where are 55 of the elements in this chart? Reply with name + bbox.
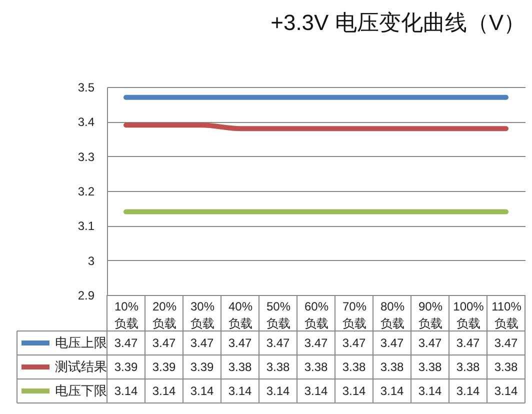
x-tick-label: 60% 负载 xyxy=(304,300,329,330)
data-label: 3.38 xyxy=(304,360,328,374)
data-label: 3.47 xyxy=(380,336,404,350)
data-label: 3.14 xyxy=(418,384,442,398)
x-tick-label: 70% 负载 xyxy=(342,300,367,330)
data-label: 3.47 xyxy=(266,336,290,350)
x-tick-label: 10% 负载 xyxy=(114,300,139,330)
legend-label: 电压下限 xyxy=(55,383,107,398)
data-label: 3.14 xyxy=(456,384,480,398)
legend-label: 电压上限 xyxy=(55,335,107,350)
data-label: 3.47 xyxy=(304,336,328,350)
x-tick-label: 100% 负载 xyxy=(453,300,484,330)
y-tick-label: 3.4 xyxy=(78,115,95,130)
data-label: 3.47 xyxy=(228,336,252,350)
data-label: 3.38 xyxy=(418,360,442,374)
data-label: 3.14 xyxy=(190,384,214,398)
data-label: 3.38 xyxy=(228,360,252,374)
y-tick-label: 3 xyxy=(88,254,95,268)
y-tick-label: 2.9 xyxy=(78,288,95,302)
data-label: 3.14 xyxy=(266,384,290,398)
x-tick-label: 110% 负载 xyxy=(492,300,522,330)
data-label: 3.38 xyxy=(494,360,518,374)
x-tick-label: 80% 负载 xyxy=(380,300,405,330)
y-tick-label: 3.5 xyxy=(78,80,95,94)
data-label: 3.14 xyxy=(228,384,252,398)
data-label: 3.39 xyxy=(190,360,214,374)
y-tick-label: 3.3 xyxy=(78,150,95,164)
x-tick-label: 50% 负载 xyxy=(266,300,291,330)
data-label: 3.39 xyxy=(114,360,138,374)
data-label: 3.14 xyxy=(152,384,176,398)
chart-title: +3.3V 电压变化曲线（V） xyxy=(270,10,526,35)
x-tick-label: 90% 负载 xyxy=(418,300,443,330)
data-label: 3.38 xyxy=(456,360,480,374)
data-label: 3.47 xyxy=(152,336,176,350)
data-label: 3.14 xyxy=(304,384,328,398)
data-label: 3.47 xyxy=(342,336,366,350)
data-label: 3.39 xyxy=(152,360,176,374)
data-label: 3.47 xyxy=(494,336,518,350)
data-label: 3.14 xyxy=(380,384,404,398)
data-label: 3.14 xyxy=(494,384,518,398)
y-tick-label: 3.2 xyxy=(78,184,95,198)
x-tick-label: 20% 负载 xyxy=(152,300,177,330)
data-label: 3.14 xyxy=(342,384,366,398)
data-label: 3.47 xyxy=(418,336,442,350)
x-tick-label: 30% 负载 xyxy=(190,300,215,330)
data-label: 3.47 xyxy=(114,336,138,350)
x-tick-label: 40% 负载 xyxy=(228,300,253,330)
data-label: 3.47 xyxy=(190,336,214,350)
y-tick-label: 3.1 xyxy=(78,219,95,234)
data-label: 3.38 xyxy=(380,360,404,374)
data-label: 3.47 xyxy=(456,336,480,350)
legend-label: 测试结果 xyxy=(55,359,107,374)
data-label: 3.14 xyxy=(114,384,138,398)
data-label: 3.38 xyxy=(342,360,366,374)
data-label: 3.38 xyxy=(266,360,290,374)
